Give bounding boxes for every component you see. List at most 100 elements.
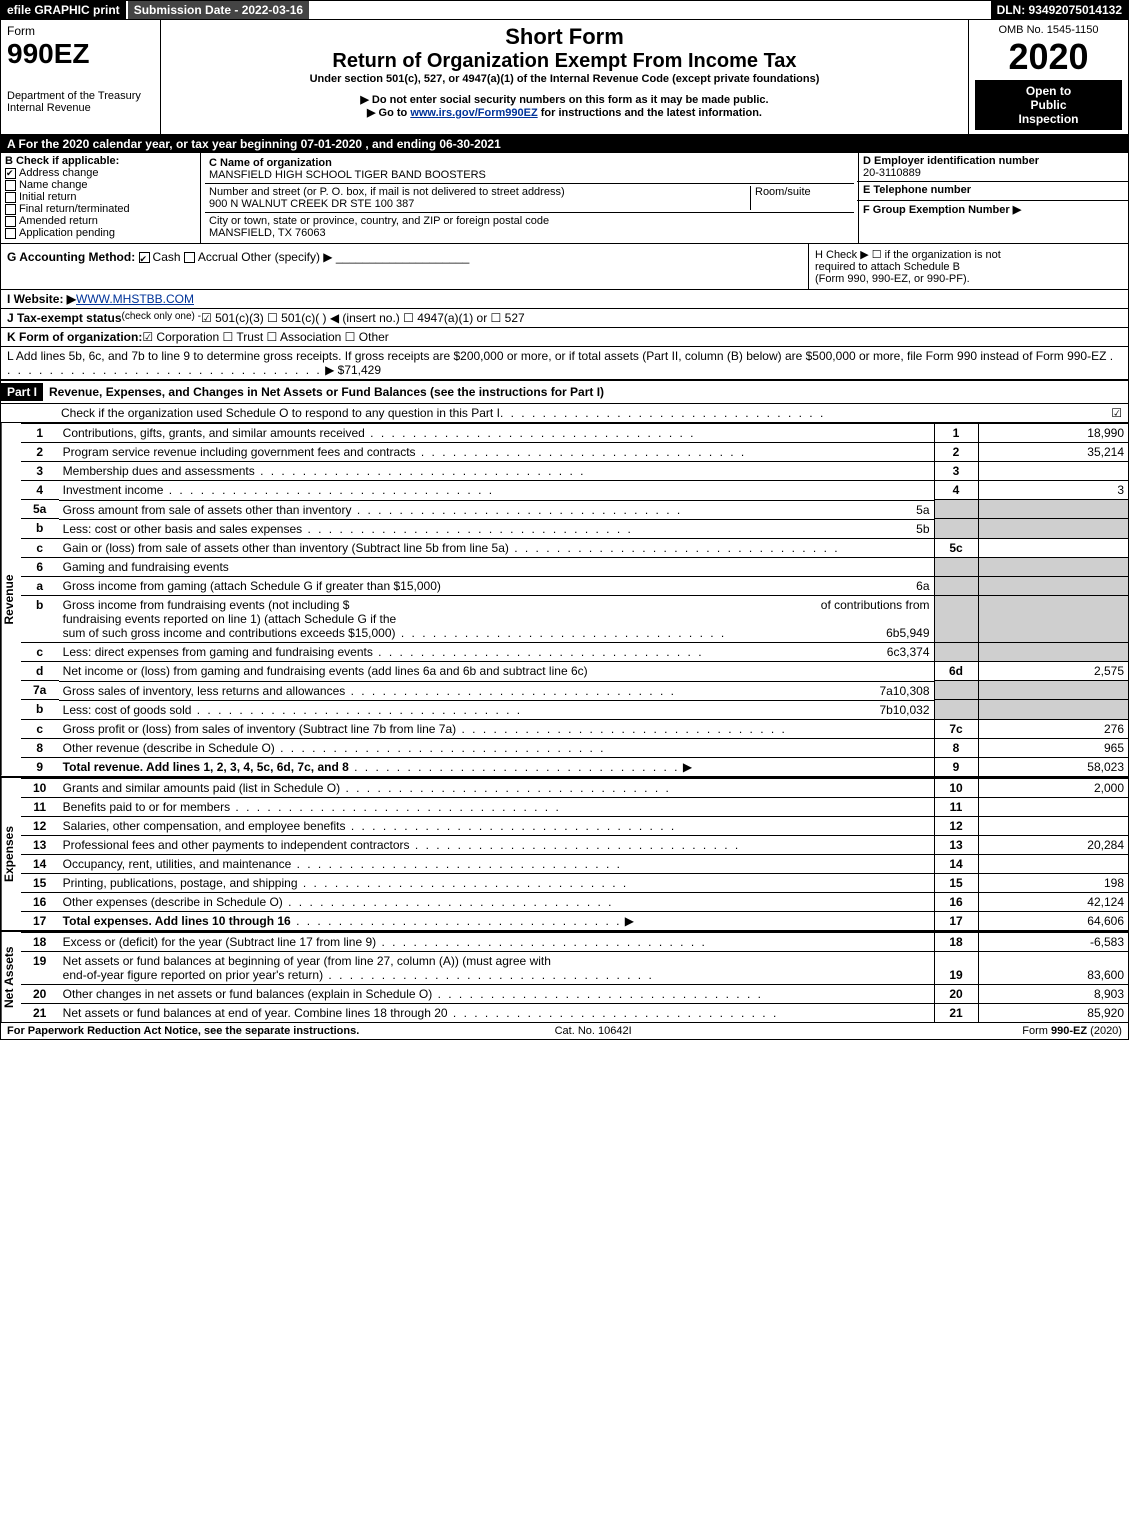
k-options[interactable]: ☑ Corporation ☐ Trust ☐ Association ☐ Ot… [142, 330, 388, 344]
section-j: J Tax-exempt status (check only one) - ☑… [1, 309, 1128, 328]
footer: For Paperwork Reduction Act Notice, see … [1, 1022, 1128, 1039]
footer-catno: Cat. No. 10642I [555, 1025, 632, 1037]
submission-date: Submission Date - 2022-03-16 [126, 1, 309, 19]
line-6a: aGross income from gaming (attach Schedu… [21, 576, 1128, 596]
line-18: 18Excess or (deficit) for the year (Subt… [21, 932, 1128, 951]
revenue-section: Revenue 1Contributions, gifts, grants, a… [1, 423, 1128, 776]
form-number: 990EZ [7, 38, 154, 70]
line-17: 17Total expenses. Add lines 10 through 1… [21, 911, 1128, 930]
line-15: 15Printing, publications, postage, and s… [21, 873, 1128, 892]
line-3: 3Membership dues and assessments3 [21, 462, 1128, 481]
short-form-title: Short Form [167, 24, 962, 50]
goto-note: ▶ Go to www.irs.gov/Form990EZ for instru… [167, 106, 962, 119]
section-b-label: B Check if applicable: [5, 155, 196, 167]
website-link[interactable]: WWW.MHSTBB.COM [76, 292, 194, 306]
chk-initial[interactable]: Initial return [5, 191, 196, 203]
part1-check: Check if the organization used Schedule … [1, 404, 1128, 423]
g-label: G Accounting Method: [7, 250, 135, 264]
part1-checkmark[interactable]: ☑ [1111, 406, 1122, 420]
chk-accrual[interactable]: Accrual [184, 250, 238, 264]
line-4: 4Investment income43 [21, 481, 1128, 500]
netassets-section: Net Assets 18Excess or (deficit) for the… [1, 930, 1128, 1022]
top-bar: efile GRAPHIC print Submission Date - 20… [1, 1, 1128, 20]
k-label: K Form of organization: [7, 330, 142, 344]
section-l: L Add lines 5b, 6c, and 7b to line 9 to … [1, 347, 1128, 380]
form-page: efile GRAPHIC print Submission Date - 20… [0, 0, 1129, 1040]
chk-address[interactable]: Address change [5, 167, 196, 179]
room-label: Room/suite [750, 186, 850, 210]
org-name: MANSFIELD HIGH SCHOOL TIGER BAND BOOSTER… [209, 169, 486, 181]
line-6b: b Gross income from fundraising events (… [21, 596, 1128, 643]
d-label: D Employer identification number [863, 155, 1124, 167]
i-label: I Website: ▶ [7, 292, 76, 306]
bcdef-block: B Check if applicable: Address change Na… [1, 153, 1128, 244]
c-label: C Name of organization [209, 157, 332, 169]
line-19: 19 Net assets or fund balances at beginn… [21, 951, 1128, 984]
city-label: City or town, state or province, country… [209, 215, 549, 227]
city-value: MANSFIELD, TX 76063 [209, 227, 326, 239]
inspection-badge: Open to Public Inspection [975, 80, 1122, 130]
netassets-table: 18Excess or (deficit) for the year (Subt… [21, 932, 1128, 1022]
line-20: 20Other changes in net assets or fund ba… [21, 984, 1128, 1003]
chk-amended[interactable]: Amended return [5, 215, 196, 227]
return-title: Return of Organization Exempt From Incom… [167, 50, 962, 73]
chk-cash[interactable]: Cash [139, 250, 181, 264]
addr-label: Number and street (or P. O. box, if mail… [209, 186, 565, 198]
efile-label: efile GRAPHIC print [1, 1, 126, 19]
j-label: J Tax-exempt status [7, 311, 122, 325]
line-7b: bLess: cost of goods sold7b10,032 [21, 700, 1128, 720]
line-7c: cGross profit or (loss) from sales of in… [21, 719, 1128, 738]
side-revenue: Revenue [1, 423, 21, 776]
form-word: Form [7, 24, 154, 38]
line-2: 2Program service revenue including gover… [21, 443, 1128, 462]
e-label: E Telephone number [863, 184, 971, 196]
l-text: L Add lines 5b, 6c, and 7b to line 9 to … [7, 349, 1106, 363]
line-7a: 7aGross sales of inventory, less returns… [21, 681, 1128, 700]
part1-title: Part I Revenue, Expenses, and Changes in… [1, 380, 1128, 404]
chk-final[interactable]: Final return/terminated [5, 203, 196, 215]
header-left: Form 990EZ Department of the Treasury In… [1, 20, 161, 134]
period-bar: A For the 2020 calendar year, or tax yea… [1, 135, 1128, 153]
l-amount: 71,429 [344, 363, 381, 377]
part1-bar: Part I [1, 383, 43, 401]
ein-value: 20-3110889 [863, 167, 1124, 179]
footer-right: Form 990-EZ (2020) [1022, 1025, 1122, 1037]
irs-link[interactable]: www.irs.gov/Form990EZ [410, 107, 537, 119]
header-right: OMB No. 1545-1150 2020 Open to Public In… [968, 20, 1128, 134]
header: Form 990EZ Department of the Treasury In… [1, 20, 1128, 135]
revenue-table: 1Contributions, gifts, grants, and simil… [21, 423, 1128, 776]
j-options[interactable]: ☑ 501(c)(3) ☐ 501(c)( ) ◀ (insert no.) ☐… [201, 311, 525, 325]
line-8: 8Other revenue (describe in Schedule O)8… [21, 738, 1128, 757]
line-6c: cLess: direct expenses from gaming and f… [21, 642, 1128, 662]
section-h: H Check ▶ ☐ if the organization is not r… [808, 244, 1128, 289]
line-14: 14Occupancy, rent, utilities, and mainte… [21, 854, 1128, 873]
gh-row: G Accounting Method: Cash Accrual Other … [1, 244, 1128, 290]
section-b: B Check if applicable: Address change Na… [1, 153, 201, 243]
warn-note: ▶ Do not enter social security numbers o… [167, 93, 962, 106]
line-6: 6Gaming and fundraising events [21, 557, 1128, 576]
expenses-table: 10Grants and similar amounts paid (list … [21, 778, 1128, 930]
expenses-section: Expenses 10Grants and similar amounts pa… [1, 776, 1128, 930]
line-5b: bLess: cost or other basis and sales exp… [21, 519, 1128, 539]
f-label: F Group Exemption Number ▶ [863, 204, 1021, 216]
section-g: G Accounting Method: Cash Accrual Other … [1, 244, 808, 289]
side-expenses: Expenses [1, 778, 21, 930]
line-5a: 5aGross amount from sale of assets other… [21, 500, 1128, 519]
line-5c: cGain or (loss) from sale of assets othe… [21, 538, 1128, 557]
line-10: 10Grants and similar amounts paid (list … [21, 778, 1128, 797]
addr-value: 900 N WALNUT CREEK DR STE 100 387 [209, 198, 414, 210]
chk-pending[interactable]: Application pending [5, 227, 196, 239]
section-k: K Form of organization: ☑ Corporation ☐ … [1, 328, 1128, 347]
line-12: 12Salaries, other compensation, and empl… [21, 816, 1128, 835]
tax-year: 2020 [975, 36, 1122, 78]
chk-name[interactable]: Name change [5, 179, 196, 191]
line-16: 16Other expenses (describe in Schedule O… [21, 892, 1128, 911]
line-21: 21Net assets or fund balances at end of … [21, 1003, 1128, 1022]
line-1: 1Contributions, gifts, grants, and simil… [21, 424, 1128, 443]
line-13: 13Professional fees and other payments t… [21, 835, 1128, 854]
section-def: D Employer identification number 20-3110… [858, 153, 1128, 243]
header-center: Short Form Return of Organization Exempt… [161, 20, 968, 134]
side-netassets: Net Assets [1, 932, 21, 1022]
section-i: I Website: ▶ WWW.MHSTBB.COM [1, 290, 1128, 309]
line-6d: dNet income or (loss) from gaming and fu… [21, 662, 1128, 681]
